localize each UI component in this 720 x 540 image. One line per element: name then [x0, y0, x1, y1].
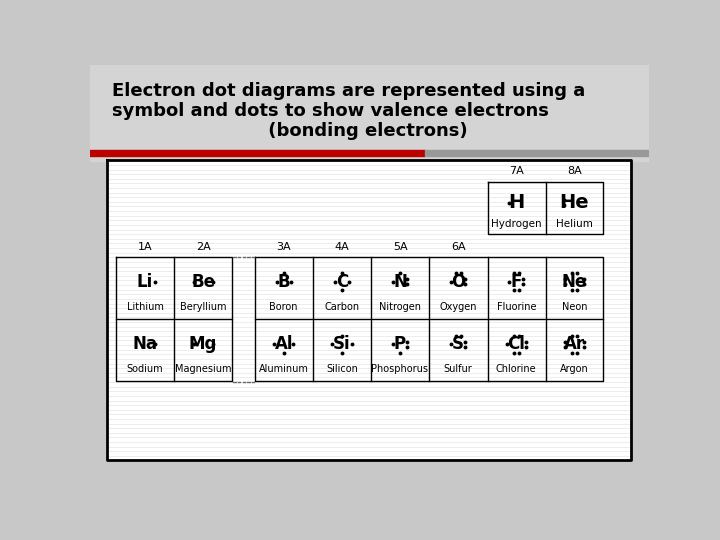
Text: P: P — [394, 335, 406, 353]
Text: Si: Si — [333, 335, 351, 353]
Text: C: C — [336, 273, 348, 291]
Text: Aluminum: Aluminum — [258, 364, 309, 374]
Text: F: F — [510, 273, 522, 291]
Text: Chlorine: Chlorine — [496, 364, 536, 374]
Text: Magnesium: Magnesium — [175, 364, 231, 374]
Text: Li: Li — [137, 273, 153, 291]
Text: Mg: Mg — [189, 335, 217, 353]
Text: H: H — [508, 193, 524, 212]
Text: (bonding electrons): (bonding electrons) — [112, 122, 467, 140]
Text: Electron dot diagrams are represented using a: Electron dot diagrams are represented us… — [112, 82, 585, 100]
Text: 2A: 2A — [196, 242, 210, 252]
Text: 5A: 5A — [392, 242, 408, 252]
Text: He: He — [559, 193, 589, 212]
Text: Hydrogen: Hydrogen — [491, 219, 541, 229]
Text: symbol and dots to show valence electrons: symbol and dots to show valence electron… — [112, 102, 549, 120]
Text: Fluorine: Fluorine — [497, 301, 536, 312]
Text: Sulfur: Sulfur — [444, 364, 472, 374]
Text: Neon: Neon — [562, 301, 587, 312]
Text: B: B — [277, 273, 290, 291]
Text: Ne: Ne — [562, 273, 587, 291]
Text: Al: Al — [274, 335, 293, 353]
Text: Silicon: Silicon — [326, 364, 358, 374]
Text: Carbon: Carbon — [324, 301, 359, 312]
Text: Nitrogen: Nitrogen — [379, 301, 421, 312]
Text: Sodium: Sodium — [127, 364, 163, 374]
Text: O: O — [451, 273, 465, 291]
Text: Na: Na — [132, 335, 158, 353]
Text: 3A: 3A — [276, 242, 291, 252]
Text: Phosphorus: Phosphorus — [372, 364, 428, 374]
Text: Cl: Cl — [508, 335, 525, 353]
Text: 8A: 8A — [567, 166, 582, 176]
Text: Be: Be — [191, 273, 215, 291]
Text: N: N — [393, 273, 407, 291]
Text: 6A: 6A — [451, 242, 465, 252]
Text: 7A: 7A — [509, 166, 523, 176]
Text: 4A: 4A — [335, 242, 349, 252]
Text: Argon: Argon — [560, 364, 589, 374]
Text: Oxygen: Oxygen — [439, 301, 477, 312]
Text: Helium: Helium — [556, 219, 593, 229]
Text: Lithium: Lithium — [127, 301, 163, 312]
Text: 1A: 1A — [138, 242, 153, 252]
Text: Beryllium: Beryllium — [180, 301, 226, 312]
Text: Boron: Boron — [269, 301, 298, 312]
Text: Ar: Ar — [564, 335, 585, 353]
Text: S: S — [452, 335, 464, 353]
